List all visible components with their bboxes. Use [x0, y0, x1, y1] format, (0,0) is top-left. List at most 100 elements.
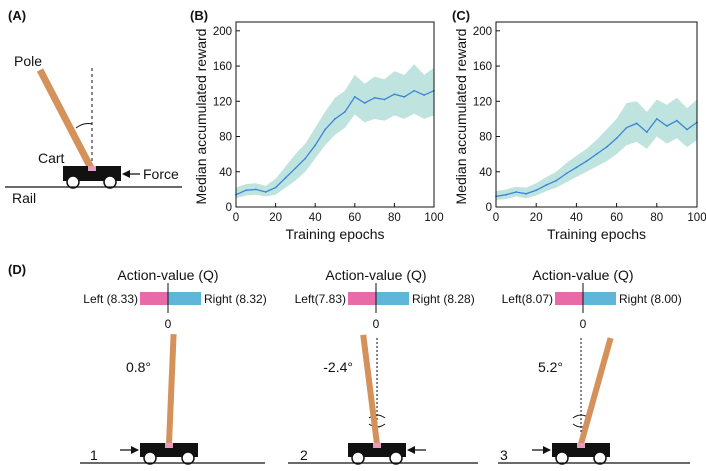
data-point [565, 172, 568, 175]
y-tick-label: 200 [473, 26, 492, 38]
q-zero-label: 0 [580, 317, 587, 331]
data-point [645, 131, 648, 134]
pole-pivot [88, 166, 96, 171]
data-point [635, 122, 638, 125]
data-point [284, 177, 287, 179]
y-tick-label: 80 [219, 132, 232, 144]
plot-frame [495, 21, 698, 208]
x-tick-label: 40 [570, 212, 583, 224]
x-tick-label: 40 [309, 212, 322, 224]
pole [578, 337, 614, 445]
q-right-bar [168, 292, 201, 305]
data-point [373, 96, 376, 99]
y-tick-label: 120 [473, 96, 492, 108]
force-label: Force [143, 166, 179, 182]
data-point [686, 128, 688, 131]
scenario-3: Action-value (Q) Left(8.07) Right (8.00) 0 5… [498, 267, 690, 465]
panel-a-label: (A) [8, 8, 26, 23]
chart-c: (C) 0 20 40 60 80 100 0 40 80 120 160 200 Training ep… [452, 8, 706, 242]
scenario-1: Action-value (Q) Left (8.33) Right (8.32) 0… [80, 267, 267, 465]
data-point [245, 189, 247, 192]
x-tick-label: 80 [388, 212, 401, 224]
q-right-bar [376, 292, 409, 305]
data-point [585, 160, 588, 163]
x-tick-label: 100 [424, 212, 443, 224]
cart-wheel-right [181, 451, 195, 465]
data-point [605, 146, 608, 148]
cart-wheel-right [103, 175, 117, 189]
data-point [264, 191, 267, 193]
scenario-number: 2 [300, 447, 308, 463]
y-tick-label: 80 [479, 132, 492, 144]
pole [166, 333, 177, 445]
y-axis-label: Median accumulated reward [193, 29, 209, 205]
y-tick-label: 40 [479, 167, 492, 179]
y-tick-label: 160 [473, 61, 492, 73]
data-point [535, 189, 538, 192]
pole-label: Pole [14, 53, 42, 69]
x-tick-label: 20 [269, 212, 282, 224]
q-title: Action-value (Q) [117, 267, 218, 283]
cart-wheel-left [351, 451, 365, 465]
data-point [363, 102, 366, 104]
x-tick-label: 100 [687, 212, 706, 224]
panel-d-label: (D) [8, 262, 26, 277]
rail-label: Rail [12, 190, 36, 206]
data-point [383, 98, 386, 101]
data-point [595, 153, 598, 156]
uncertainty-band [236, 64, 434, 199]
pole-angle-label: -2.4° [323, 359, 353, 375]
scenario-number: 3 [500, 447, 508, 463]
q-title: Action-value (Q) [325, 267, 426, 283]
q-right-label: Right (8.00) [619, 292, 682, 306]
q-right-label: Right (8.32) [204, 292, 267, 306]
x-tick-label: 60 [610, 212, 623, 224]
y-tick-label: 160 [213, 61, 232, 73]
q-left-label: Left(7.83) [295, 292, 346, 306]
data-point [625, 126, 628, 129]
q-zero-label: 0 [373, 317, 380, 331]
uncertainty-band [496, 97, 697, 200]
q-zero-label: 0 [165, 317, 172, 331]
x-axis-label: Training epochs [285, 226, 384, 242]
cart-wheel-left [66, 175, 80, 189]
data-point [324, 128, 326, 131]
data-point [413, 89, 416, 92]
data-point [555, 179, 558, 182]
data-point [545, 184, 548, 186]
cart-wheel-right [593, 451, 607, 465]
cart-wheel-left [143, 451, 157, 465]
cart-label: Cart [38, 150, 65, 166]
y-tick-label: 0 [226, 202, 232, 214]
data-point [505, 193, 507, 196]
panel-a: (A) Pole Cart Force Rail [5, 8, 182, 206]
data-point [304, 157, 307, 160]
q-left-label: Left(8.07) [502, 292, 553, 306]
plot-frame [235, 21, 435, 208]
angle-arc [75, 123, 93, 129]
cart-wheel-left [555, 451, 569, 465]
q-left-bar [555, 292, 583, 305]
data-point [676, 119, 678, 122]
data-point [294, 167, 297, 170]
pole-angle-label: 0.8° [126, 359, 151, 375]
pole-pivot [577, 443, 585, 448]
x-tick-label: 0 [233, 212, 239, 224]
data-point [254, 188, 257, 191]
data-point [353, 95, 356, 98]
q-left-bar [140, 292, 168, 305]
scenario-2: Action-value (Q) Left(7.83) Right (8.28) 0 -… [288, 267, 478, 465]
data-point [525, 192, 528, 195]
y-tick-label: 120 [213, 96, 232, 108]
q-right-label: Right (8.28) [412, 292, 475, 306]
q-title: Action-value (Q) [532, 267, 633, 283]
x-tick-label: 80 [650, 212, 663, 224]
data-point [403, 95, 406, 98]
data-point [393, 93, 396, 96]
rotation-indicator [368, 414, 386, 419]
scenario-number: 1 [90, 447, 98, 463]
data-point [344, 110, 346, 113]
cart-wheel-right [389, 451, 403, 465]
q-left-label: Left (8.33) [83, 292, 138, 306]
data-point [575, 166, 578, 169]
